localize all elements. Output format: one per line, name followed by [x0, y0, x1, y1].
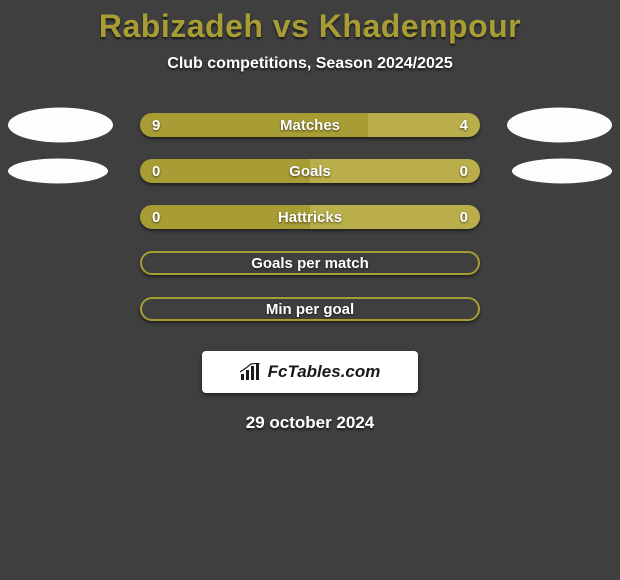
stat-bar: 0 0 Hattricks — [140, 205, 480, 229]
stat-row-goals: 0 0 Goals — [0, 159, 620, 183]
card-date: 29 october 2024 — [0, 413, 620, 433]
comparison-card: Rabizadeh vs Khadempour Club competition… — [0, 0, 620, 433]
stat-bar: 0 0 Goals — [140, 159, 480, 183]
stat-bar: Min per goal — [140, 297, 480, 321]
stat-label: Goals per match — [142, 253, 478, 273]
player-right-avatar — [512, 159, 612, 184]
stat-row-goals-per-match: Goals per match — [0, 251, 620, 275]
stat-row-hattricks: 0 0 Hattricks — [0, 205, 620, 229]
stat-bar-left — [140, 113, 368, 137]
stat-row-matches: 9 4 Matches — [0, 113, 620, 137]
source-badge-text: FcTables.com — [268, 362, 381, 382]
stat-rows: 9 4 Matches 0 0 Goals 0 0 — [0, 113, 620, 321]
source-badge[interactable]: FcTables.com — [202, 351, 418, 393]
player-left-avatar — [8, 108, 113, 143]
stat-bar: Goals per match — [140, 251, 480, 275]
stat-bar-left — [140, 205, 310, 229]
player-right-avatar — [507, 108, 612, 143]
stat-row-min-per-goal: Min per goal — [0, 297, 620, 321]
card-title: Rabizadeh vs Khadempour — [0, 8, 620, 45]
player-left-avatar — [8, 159, 108, 184]
stat-bar-right — [310, 159, 480, 183]
stat-bar-right — [368, 113, 480, 137]
chart-bars-icon — [240, 363, 262, 381]
stat-label: Min per goal — [142, 299, 478, 319]
stat-bar-left — [140, 159, 310, 183]
stat-bar: 9 4 Matches — [140, 113, 480, 137]
stat-bar-right — [310, 205, 480, 229]
card-subtitle: Club competitions, Season 2024/2025 — [0, 55, 620, 73]
